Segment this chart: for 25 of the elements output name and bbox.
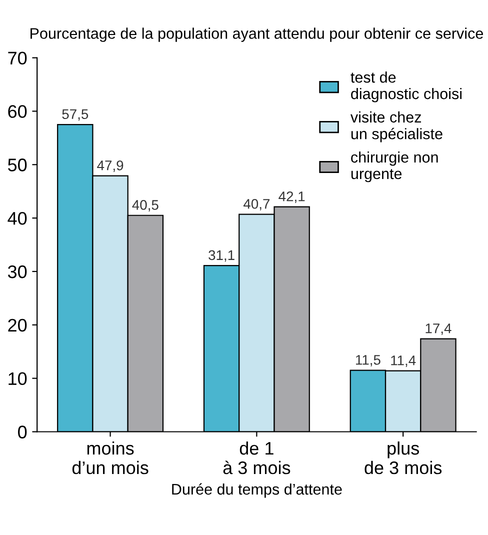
data-label: 40,7: [243, 198, 270, 210]
data-label: 11,5: [356, 355, 380, 366]
legend-label: visite chez un spécialiste: [350, 111, 442, 142]
data-label: 40,5: [132, 200, 158, 212]
y-tick-label: 30: [8, 265, 27, 278]
data-label: 47,9: [97, 160, 124, 172]
y-tick-label: 50: [8, 158, 27, 172]
data-label: 57,5: [62, 109, 88, 121]
data-label: 42,1: [278, 191, 305, 203]
data-label: 11,4: [391, 356, 416, 367]
y-tick-label: 10: [8, 372, 27, 386]
x-tick-label: plus de 3 mois: [364, 441, 442, 474]
y-tick-label: 0: [18, 426, 27, 438]
x-axis-title: Durée du temps d’attente: [172, 483, 342, 498]
x-tick-label: moins d’un mois: [72, 441, 148, 474]
y-axis-title: Pourcentage de la population ayant attendu pour obtenir ce service: [30, 28, 484, 42]
legend-label: test de diagnostic choisi: [350, 72, 462, 102]
data-label: 17,4: [426, 324, 452, 335]
y-tick-label: 40: [8, 212, 27, 225]
legend-label: chirurgie non urgente: [351, 151, 438, 182]
x-tick-label: de 1 à 3 mois: [223, 441, 290, 474]
data-label: 31,1: [208, 250, 234, 262]
y-tick-label: 20: [8, 318, 27, 332]
y-tick-label: 60: [8, 105, 27, 118]
y-tick-label: 70: [8, 52, 27, 64]
